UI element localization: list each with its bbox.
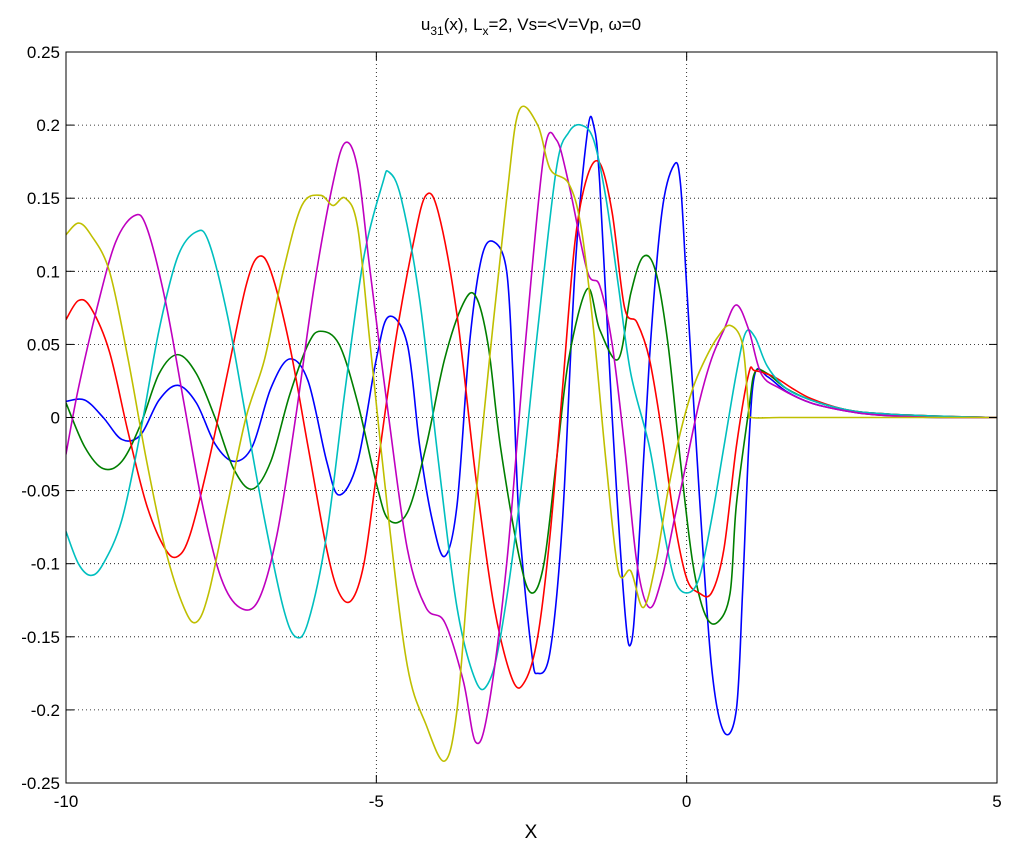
title-subscript: x: [482, 24, 488, 38]
chart-title: u31(x), Lx=2, Vs=<V=Vp, ω=0: [421, 15, 641, 38]
series-line-5: [66, 131, 997, 745]
title-text: u: [421, 15, 430, 34]
series-line-4: [66, 123, 997, 691]
title-text: =2, Vs=<V=Vp, ω=0: [488, 15, 641, 34]
series-line-2: [66, 254, 997, 625]
y-tick-label: 0.25: [27, 43, 60, 62]
y-tick-label: 0.15: [27, 189, 60, 208]
x-tick-labels: -10 -5 0 5: [54, 792, 1002, 811]
y-tick-label: -0.2: [31, 701, 60, 720]
x-axis-label: X: [525, 822, 538, 843]
series-line-3: [66, 159, 997, 689]
series-line-1: [66, 115, 997, 736]
x-tick-label: -5: [369, 792, 384, 811]
y-tick-label: -0.1: [31, 555, 60, 574]
y-tick-label: -0.15: [21, 628, 60, 647]
x-tick-label: -10: [54, 792, 79, 811]
x-tick-label: 5: [992, 792, 1001, 811]
y-tick-label: -0.25: [21, 774, 60, 793]
series-line-6: [66, 105, 997, 762]
title-subscript: 31: [430, 24, 444, 38]
y-tick-labels: -0.25 -0.2 -0.15 -0.1 -0.05 0 0.05 0.1 0.15 0.2 0.…: [21, 43, 60, 793]
title-text: (x), L: [444, 15, 483, 34]
y-tick-label: -0.05: [21, 482, 60, 501]
y-tick-label: 0.05: [27, 335, 60, 354]
y-tick-label: 0: [51, 409, 60, 428]
y-tick-label: 0.2: [36, 116, 60, 135]
y-tick-label: 0.1: [36, 262, 60, 281]
axis-ticks: [65, 51, 998, 784]
series-layer: [66, 105, 997, 762]
x-tick-label: 0: [682, 792, 691, 811]
